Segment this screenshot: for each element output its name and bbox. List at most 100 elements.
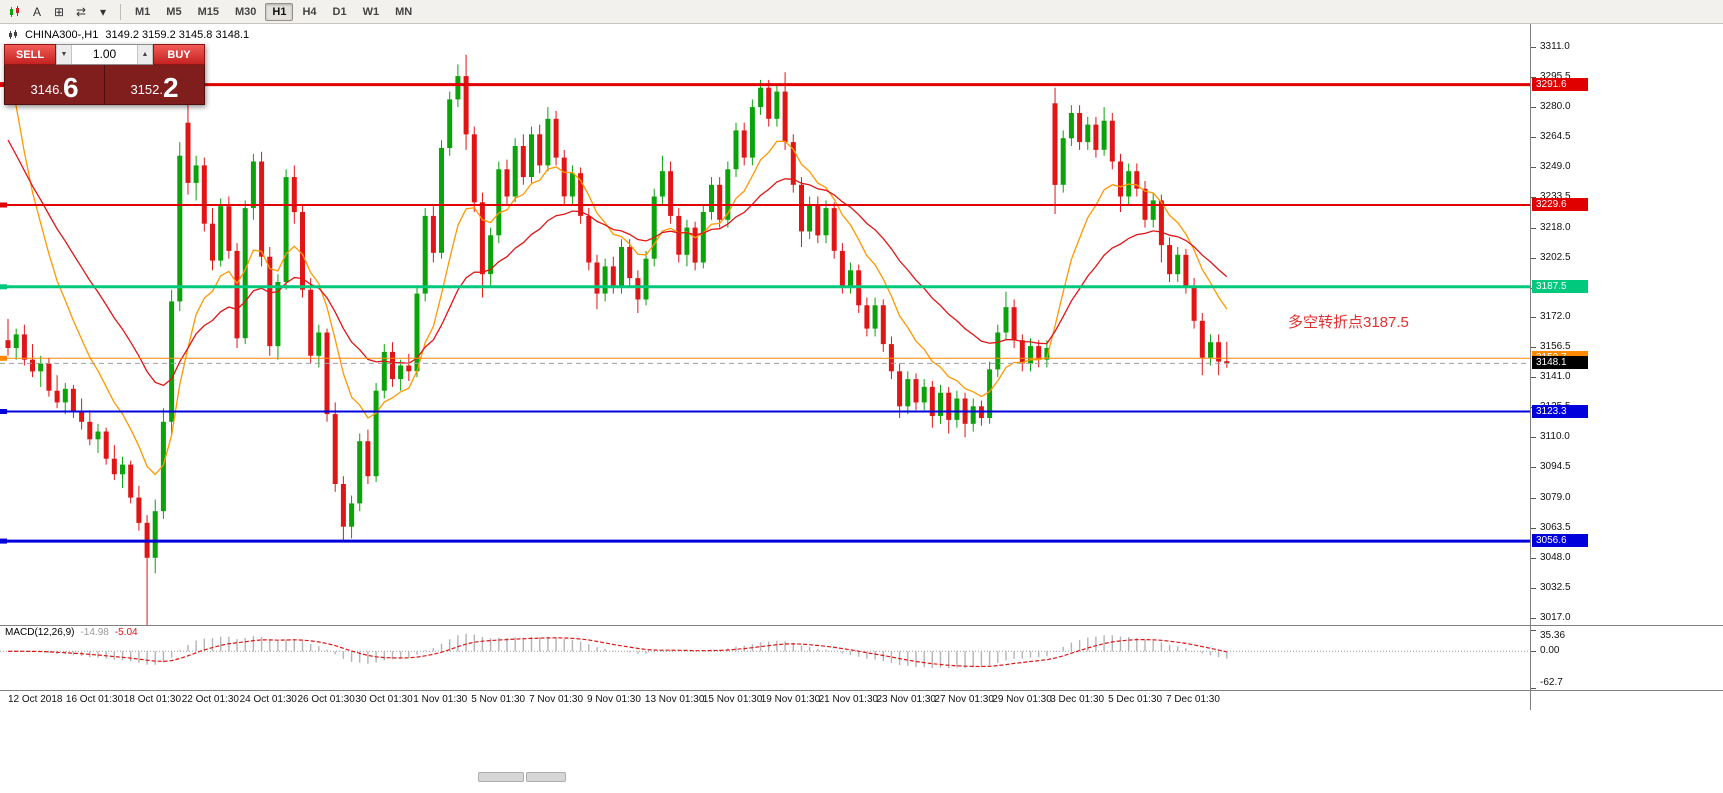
- candle: [987, 361, 993, 424]
- price-tick-label: 3156.5: [1540, 341, 1571, 353]
- candle: [766, 79, 772, 127]
- time-label: 5 Nov 01:30: [471, 694, 526, 705]
- macd-panel[interactable]: MACD(12,26,9) -14.98 -5.04 35.36 0.00 -62.7: [0, 625, 1723, 691]
- candle: [5, 318, 11, 356]
- price-tick-label: 3032.5: [1540, 581, 1571, 593]
- chart-area[interactable]: CHINA300-,H1 3149.2 3159.2 3145.8 3148.1…: [0, 24, 1723, 625]
- candle: [340, 476, 346, 543]
- ask-price-main: 3152.: [130, 82, 163, 97]
- price-tick-mark: [1531, 227, 1536, 229]
- candle: [905, 371, 911, 415]
- time-label: 5 Dec 01:30: [1108, 694, 1163, 705]
- grid-icon[interactable]: ⊞: [53, 4, 65, 19]
- macd-tick-mark: [1531, 630, 1536, 632]
- timeframe-w1[interactable]: W1: [362, 5, 380, 18]
- bid-price-pip: 6: [62, 72, 79, 103]
- candle: [70, 384, 76, 418]
- volume-increase-icon[interactable]: ▲: [137, 45, 153, 64]
- price-tick-mark: [1531, 527, 1536, 529]
- candle: [1167, 237, 1173, 282]
- time-label: 30 Oct 01:30: [355, 694, 413, 705]
- candle: [193, 155, 199, 201]
- toolbar-icons: A ⊞ ⇄ ▾: [4, 3, 114, 21]
- price-tick-label: 3218.0: [1540, 221, 1571, 233]
- price-chart[interactable]: [0, 24, 1530, 625]
- candle: [447, 91, 453, 156]
- one-click-trading-panel: SELL ▼ 1.00 ▲ BUY 3146. 6 3152. 2: [4, 44, 205, 105]
- time-label: 1 Nov 01:30: [413, 694, 468, 705]
- price-tick-mark: [1531, 137, 1536, 139]
- candle: [872, 297, 878, 337]
- timeframe-m1[interactable]: M1: [135, 5, 151, 18]
- candle: [627, 239, 633, 286]
- price-tick-label: 3141.0: [1540, 371, 1571, 383]
- text-tool-icon[interactable]: A: [32, 4, 41, 19]
- timeframe-m30[interactable]: M30: [234, 5, 257, 18]
- candle: [496, 161, 502, 244]
- level-line-orange-marker: [0, 355, 7, 361]
- candle: [1019, 334, 1025, 372]
- pivot-annotation: 多空转折点3187.5: [1288, 314, 1409, 331]
- price-axis: 3311.0 3295.5 3280.0 3264.5 3249.0 3233.5 3218…: [1531, 24, 1723, 625]
- timeframe-h4[interactable]: H4: [302, 5, 317, 18]
- volume-stepper: ▼ 1.00 ▲: [56, 44, 153, 65]
- bottom-tab-1[interactable]: [478, 772, 524, 782]
- candle: [856, 264, 862, 313]
- candle: [823, 200, 829, 244]
- candle: [529, 126, 534, 183]
- candle: [308, 278, 314, 364]
- buy-button[interactable]: BUY: [153, 44, 205, 65]
- price-tick-mark: [1531, 347, 1536, 349]
- candle: [120, 456, 125, 488]
- candle: [1175, 247, 1181, 282]
- candle: [357, 433, 363, 512]
- candle: [152, 499, 158, 574]
- new-chart-icon[interactable]: [5, 3, 25, 21]
- cycle-icon[interactable]: ⇄: [75, 4, 87, 19]
- candle: [1118, 153, 1123, 212]
- candle: [234, 243, 240, 348]
- macd-label: MACD(12,26,9) -14.98 -5.04: [5, 627, 138, 638]
- toolbar-separator: [120, 3, 121, 20]
- candle: [398, 359, 404, 391]
- price-tick-mark: [1531, 316, 1536, 318]
- candle: [962, 392, 968, 438]
- candle: [643, 250, 649, 306]
- timeframe-m15[interactable]: M15: [197, 5, 219, 18]
- candle: [87, 410, 93, 446]
- candle: [995, 324, 1001, 378]
- macd-signal-line: [7, 637, 1227, 668]
- time-label: 29 Nov 01:30: [992, 694, 1052, 705]
- candle: [349, 495, 355, 539]
- candle: [1085, 116, 1091, 150]
- timeframe-mn[interactable]: MN: [395, 5, 413, 18]
- candle: [13, 328, 19, 360]
- candle: [717, 177, 723, 228]
- timeframe-m5[interactable]: M5: [166, 5, 182, 18]
- candle: [635, 270, 641, 313]
- timeframe-d1[interactable]: D1: [332, 5, 347, 18]
- price-tick-mark: [1531, 257, 1536, 259]
- candle: [848, 262, 853, 294]
- candle: [46, 357, 52, 397]
- candle: [684, 219, 690, 267]
- macd-chart: [0, 633, 1530, 669]
- volume-decrease-icon[interactable]: ▼: [56, 45, 72, 64]
- candle: [578, 167, 584, 224]
- time-label: 3 Dec 01:30: [1050, 694, 1105, 705]
- support-line-upper-badge: 3123.3: [1532, 404, 1588, 418]
- volume-input[interactable]: 1.00: [92, 47, 117, 61]
- resistance-line-upper-marker: [0, 82, 7, 88]
- candle: [709, 177, 714, 220]
- price-tick-mark: [1531, 467, 1536, 469]
- candle: [888, 336, 894, 380]
- candle: [250, 153, 256, 220]
- candle: [586, 208, 592, 271]
- candle: [1208, 334, 1213, 366]
- bottom-tab-2[interactable]: [526, 772, 566, 782]
- timeframe-h1[interactable]: H1: [265, 2, 294, 21]
- candle: [1060, 130, 1066, 193]
- price-tick-mark: [1531, 197, 1536, 199]
- sell-button[interactable]: SELL: [4, 44, 56, 65]
- dropdown-arrow-icon[interactable]: ▾: [99, 4, 107, 19]
